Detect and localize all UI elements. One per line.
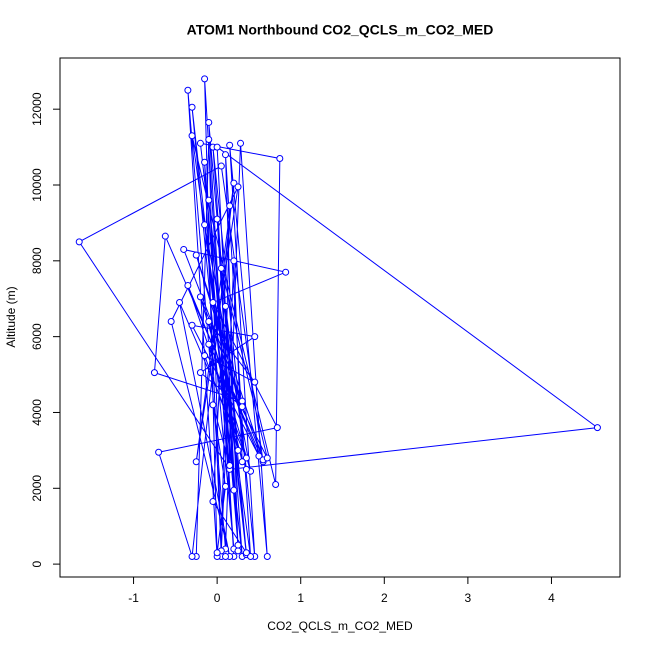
data-point	[209, 401, 217, 409]
data-point	[238, 458, 246, 466]
data-point	[192, 251, 200, 259]
data-line	[78, 78, 599, 557]
data-point	[263, 553, 271, 561]
data-point	[205, 340, 213, 348]
data-point	[150, 369, 158, 377]
data-point	[226, 202, 234, 210]
data-point	[205, 317, 213, 325]
data-point	[188, 103, 196, 111]
data-point	[221, 151, 229, 159]
data-point	[251, 378, 259, 386]
data-point	[196, 293, 204, 301]
y-tick-label: 6000	[30, 323, 44, 350]
x-tick-label: 1	[297, 591, 304, 605]
x-tick-label: -1	[128, 591, 139, 605]
data-point	[184, 281, 192, 289]
data-point	[255, 452, 263, 460]
plot-frame	[59, 57, 621, 578]
data-point	[238, 397, 246, 405]
data-point	[237, 139, 245, 147]
y-tick-label: 10000	[30, 168, 44, 202]
x-tick-label: 4	[548, 591, 555, 605]
data-point	[205, 196, 213, 204]
data-point	[593, 424, 601, 432]
x-tick-label: 0	[214, 591, 221, 605]
data-point	[180, 245, 188, 253]
data-point	[155, 448, 163, 456]
data-point	[213, 143, 221, 151]
y-tick-label: 0	[30, 560, 44, 567]
data-point	[234, 446, 242, 454]
data-point	[217, 264, 225, 272]
data-point	[230, 257, 238, 265]
x-tick-label: 3	[465, 591, 472, 605]
data-point	[209, 498, 217, 506]
data-point	[192, 458, 200, 466]
chart-title: ATOM1 Northbound CO2_QCLS_m_CO2_MED	[187, 22, 494, 38]
data-point	[234, 541, 242, 549]
data-point	[221, 482, 229, 490]
data-point	[176, 299, 184, 307]
data-point	[201, 352, 209, 360]
data-point	[205, 118, 213, 126]
y-tick-label: 8000	[30, 247, 44, 274]
data-point	[238, 403, 246, 411]
data-point	[188, 553, 196, 561]
data-point	[221, 553, 229, 561]
data-point	[247, 553, 255, 561]
data-point	[209, 299, 217, 307]
data-point	[196, 369, 204, 377]
y-tick-label: 2000	[30, 475, 44, 502]
data-point	[75, 238, 83, 246]
data-point	[221, 302, 229, 310]
data-point	[201, 221, 209, 229]
data-point	[188, 321, 196, 329]
data-point	[226, 462, 234, 470]
data-point	[213, 549, 221, 557]
data-point	[188, 132, 196, 140]
data-point	[230, 179, 238, 187]
data-point	[276, 154, 284, 162]
data-point	[213, 215, 221, 223]
x-tick-label: 2	[381, 591, 388, 605]
data-point	[205, 136, 213, 144]
data-point	[201, 158, 209, 166]
data-point	[242, 465, 250, 473]
data-point	[226, 141, 234, 149]
data-point	[201, 75, 209, 83]
data-point	[234, 183, 242, 191]
y-tick-label: 4000	[30, 399, 44, 426]
y-tick-label: 12000	[30, 92, 44, 126]
data-point	[273, 424, 281, 432]
data-point	[272, 480, 280, 488]
data-point	[196, 139, 204, 147]
x-axis-label: CO2_QCLS_m_CO2_MED	[267, 619, 413, 633]
y-axis-label: Altitude (m)	[4, 286, 18, 347]
data-point	[217, 162, 225, 170]
data-point	[230, 486, 238, 494]
data-point	[242, 549, 250, 557]
data-point	[263, 454, 271, 462]
data-point	[167, 317, 175, 325]
data-point	[282, 268, 290, 276]
data-point	[161, 232, 169, 240]
data-point	[251, 333, 259, 341]
data-point	[242, 454, 250, 462]
data-point	[234, 547, 242, 555]
data-point	[184, 86, 192, 94]
